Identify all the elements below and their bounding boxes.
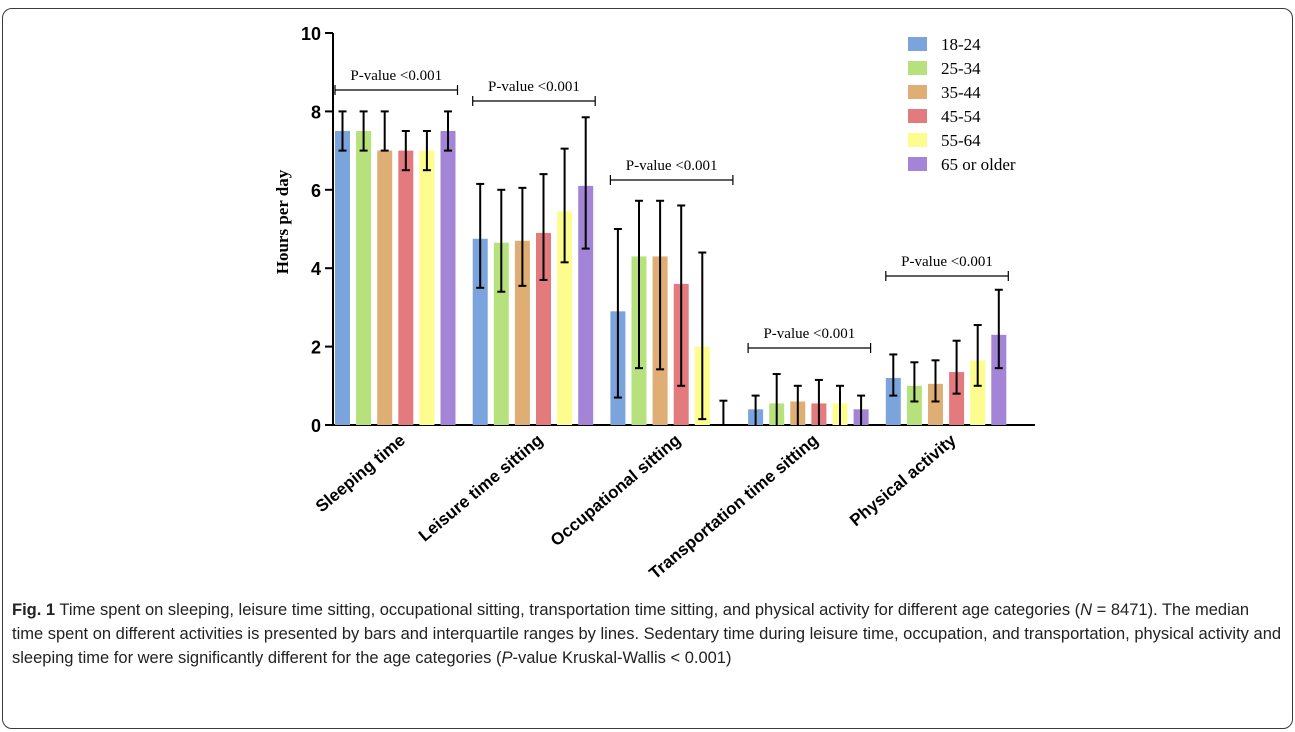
bar: [335, 131, 350, 425]
bar: [557, 211, 573, 425]
bar: [970, 360, 986, 425]
y-tick-label: 0: [311, 416, 321, 436]
p-value-annotation: P-value <0.001: [763, 326, 855, 342]
legend-label: 45-54: [941, 107, 981, 126]
p-value-annotation: P-value <0.001: [488, 79, 580, 95]
category-label: Leisure time sitting: [415, 431, 547, 546]
legend-swatch: [908, 157, 927, 171]
category-label: Sleeping time: [312, 431, 409, 517]
legend-label: 55-64: [941, 131, 981, 150]
caption-label: Fig. 1: [12, 601, 56, 619]
legend-swatch: [908, 133, 927, 147]
bar: [377, 150, 393, 425]
legend-label: 35-44: [941, 83, 981, 102]
caption-n-symbol: N: [1080, 601, 1093, 619]
y-tick-label: 10: [301, 24, 321, 44]
y-tick-label: 8: [311, 102, 321, 122]
bar: [885, 377, 901, 425]
legend-label: 65 or older: [941, 155, 1016, 174]
bar: [906, 385, 922, 425]
bar-chart: Hours per day 0 2 4 6 8 10 Sleeping time Leisur…: [273, 24, 1035, 583]
figure-frame: [2, 8, 1293, 729]
caption-text-1: Time spent on sleeping, leisure time sit…: [55, 601, 1081, 619]
bar: [356, 131, 372, 425]
caption-p-symbol: P: [501, 649, 513, 667]
plot-area: 0 2 4 6 8 10 Sleeping time Leisure time sitting…: [301, 24, 1035, 583]
figure-caption: Fig. 1 Time spent on sleeping, leisure t…: [12, 598, 1282, 670]
bar: [472, 238, 488, 425]
bar: [440, 131, 456, 425]
legend-label: 25-34: [941, 59, 981, 78]
legend-swatch: [908, 109, 927, 123]
category-label: Physical activity: [846, 430, 960, 530]
p-value-annotation: P-value <0.001: [626, 158, 718, 174]
y-tick-label: 2: [311, 338, 321, 358]
legend-swatch: [908, 61, 927, 75]
bar: [928, 383, 943, 425]
legend-swatch: [908, 85, 927, 99]
legend: 18-24 25-34 35-44 45-54 55-64 65 or older: [908, 35, 1016, 174]
p-value-annotation: P-value <0.001: [350, 68, 442, 84]
bar: [578, 185, 594, 425]
legend-label: 18-24: [941, 35, 981, 54]
p-value-annotation: P-value <0.001: [901, 254, 993, 270]
caption-text-2: = 8471). The median time spent on differ…: [12, 601, 1282, 667]
category-label: Occupational sitting: [547, 431, 684, 551]
y-tick-label: 6: [311, 181, 321, 201]
legend-swatch: [908, 37, 927, 51]
y-tick-label: 4: [311, 259, 321, 279]
bar: [949, 372, 965, 425]
bar: [991, 334, 1007, 425]
bar: [493, 242, 509, 425]
bar: [419, 150, 435, 425]
y-axis-label: Hours per day: [273, 169, 292, 274]
caption-text-3: -value Kruskal-Wallis < 0.001): [512, 649, 732, 667]
bar: [398, 150, 414, 425]
